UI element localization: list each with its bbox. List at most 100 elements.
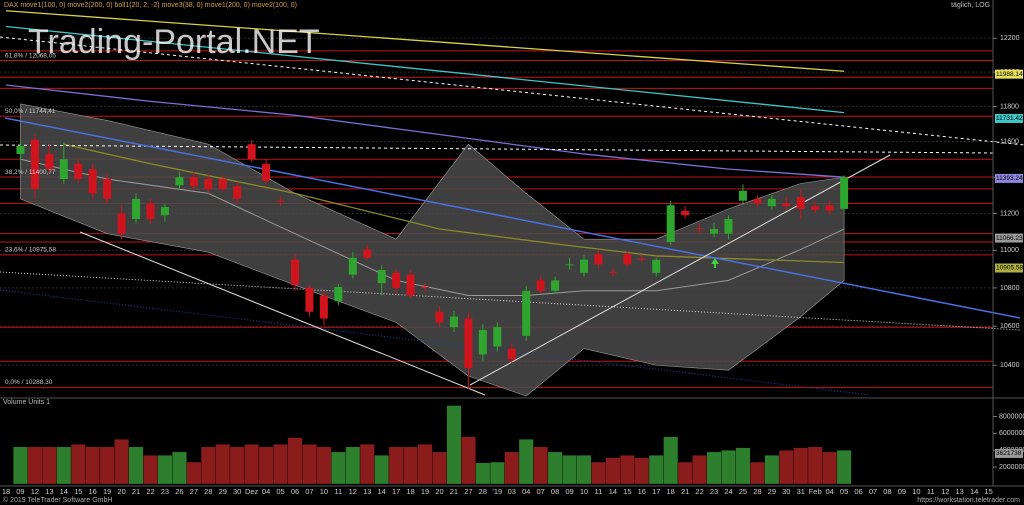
price-tag-box bbox=[995, 233, 1023, 243]
x-tick-label: 12 bbox=[31, 487, 39, 496]
y-tick-label: 10600 bbox=[1000, 323, 1020, 330]
volume-bar bbox=[721, 450, 736, 485]
candle-body bbox=[464, 318, 473, 369]
x-tick-label: 07 bbox=[305, 487, 313, 496]
x-tick-label: 24 bbox=[724, 487, 732, 496]
volume-tag: 3621738 bbox=[996, 450, 1022, 457]
x-tick-label: 15 bbox=[623, 487, 631, 496]
candle-body bbox=[580, 259, 588, 273]
x-tick-label: 14 bbox=[378, 487, 386, 496]
volume-bar bbox=[417, 444, 433, 485]
volume-bar bbox=[128, 446, 144, 485]
volume-bar bbox=[200, 446, 216, 485]
candle-body bbox=[594, 254, 603, 265]
price-tag: 11988.14 bbox=[996, 71, 1023, 78]
x-tick-label: '19 bbox=[492, 487, 502, 496]
candle-body bbox=[117, 213, 126, 234]
candle-body bbox=[103, 178, 112, 199]
volume-bar bbox=[432, 451, 447, 485]
volume-bar bbox=[576, 455, 592, 485]
volume-bar bbox=[70, 444, 86, 485]
candle-body bbox=[782, 203, 791, 207]
x-tick-label: 30 bbox=[782, 487, 790, 496]
candle-body bbox=[507, 348, 516, 360]
x-tick-label: 13 bbox=[956, 487, 964, 496]
volume-bar bbox=[143, 455, 158, 485]
x-tick-label: 11 bbox=[334, 487, 342, 496]
x-tick-label: 30 bbox=[233, 487, 241, 496]
volume-bar bbox=[836, 450, 852, 485]
volume-bar bbox=[663, 436, 679, 485]
volume-bar bbox=[562, 455, 577, 485]
volume-bar bbox=[591, 461, 606, 485]
fib-label: 38,2% / 11400,77 bbox=[5, 169, 56, 176]
candle-body bbox=[637, 258, 646, 260]
volume-bar bbox=[85, 446, 101, 485]
candle-body bbox=[811, 206, 820, 210]
watermark: Trading-Portal.NET bbox=[28, 23, 320, 61]
volume-bar bbox=[42, 446, 57, 485]
source-url: https://workstation.teletrader.com bbox=[917, 497, 1020, 504]
moving-average bbox=[5, 25, 845, 114]
x-tick-label: 14 bbox=[60, 487, 68, 496]
candle-body bbox=[493, 327, 502, 347]
price-tag: 10905.58 bbox=[996, 265, 1023, 272]
volume-tick-label: 6000000 bbox=[999, 430, 1024, 437]
x-tick-label: 16 bbox=[89, 487, 97, 496]
volume-bar bbox=[186, 461, 202, 485]
candle-body bbox=[652, 259, 661, 273]
x-tick-label: 29 bbox=[219, 487, 227, 496]
x-tick-label: 04 bbox=[522, 487, 530, 496]
candle-body bbox=[59, 159, 68, 179]
volume-bar bbox=[27, 446, 43, 485]
x-tick-label: 29 bbox=[768, 487, 776, 496]
candle-body bbox=[262, 163, 271, 181]
trendline bbox=[469, 154, 891, 386]
x-tick-label: 13 bbox=[45, 487, 53, 496]
x-tick-label: 18 bbox=[2, 487, 10, 496]
candle-body bbox=[449, 316, 458, 328]
x-tick-label: 09 bbox=[898, 487, 906, 496]
volume-bar bbox=[475, 462, 491, 485]
candle-body bbox=[825, 205, 834, 211]
candle-body bbox=[695, 228, 704, 230]
candle-body bbox=[16, 145, 25, 154]
x-tick-label: 15 bbox=[984, 487, 992, 496]
x-tick-label: 25 bbox=[739, 487, 747, 496]
x-tick-label: 15 bbox=[74, 487, 82, 496]
fib-label: 50,0% / 11744,41 bbox=[5, 108, 56, 115]
trendlines bbox=[0, 36, 1024, 396]
volume-tag-box bbox=[995, 448, 1023, 458]
candle-body bbox=[565, 264, 574, 266]
x-tick-label: 14 bbox=[970, 487, 978, 496]
price-tag: 11393.24 bbox=[996, 175, 1023, 182]
y-tick-label: 10400 bbox=[1000, 362, 1020, 369]
volume-bar bbox=[287, 437, 303, 485]
x-tick-label: 27 bbox=[190, 487, 198, 496]
x-tick-label: 23 bbox=[710, 487, 718, 496]
x-tick-label: 06 bbox=[854, 487, 862, 496]
candle-body bbox=[291, 259, 299, 286]
trendline bbox=[0, 271, 1021, 331]
x-tick-label: 28 bbox=[204, 487, 212, 496]
candle-body bbox=[160, 207, 169, 216]
x-tick-label: 09 bbox=[565, 487, 573, 496]
x-tick-label: 17 bbox=[392, 487, 400, 496]
x-tick-label: 09 bbox=[16, 487, 24, 496]
candle-body bbox=[74, 163, 83, 179]
x-tick-label: 19 bbox=[103, 487, 111, 496]
volume-tick-label: 8000000 bbox=[999, 413, 1024, 420]
candle-body bbox=[276, 200, 285, 202]
volume-bar bbox=[229, 446, 245, 485]
y-tick-label: 11800 bbox=[1000, 103, 1019, 110]
candle-body bbox=[623, 254, 632, 265]
candle-body bbox=[189, 177, 198, 187]
x-tick-label: 04 bbox=[825, 487, 833, 496]
volume-bar bbox=[692, 455, 708, 485]
x-tick-label: 23 bbox=[161, 487, 169, 496]
volume-bar bbox=[359, 444, 375, 485]
x-tick-label: 31 bbox=[797, 487, 805, 496]
volume-bar bbox=[403, 446, 418, 485]
